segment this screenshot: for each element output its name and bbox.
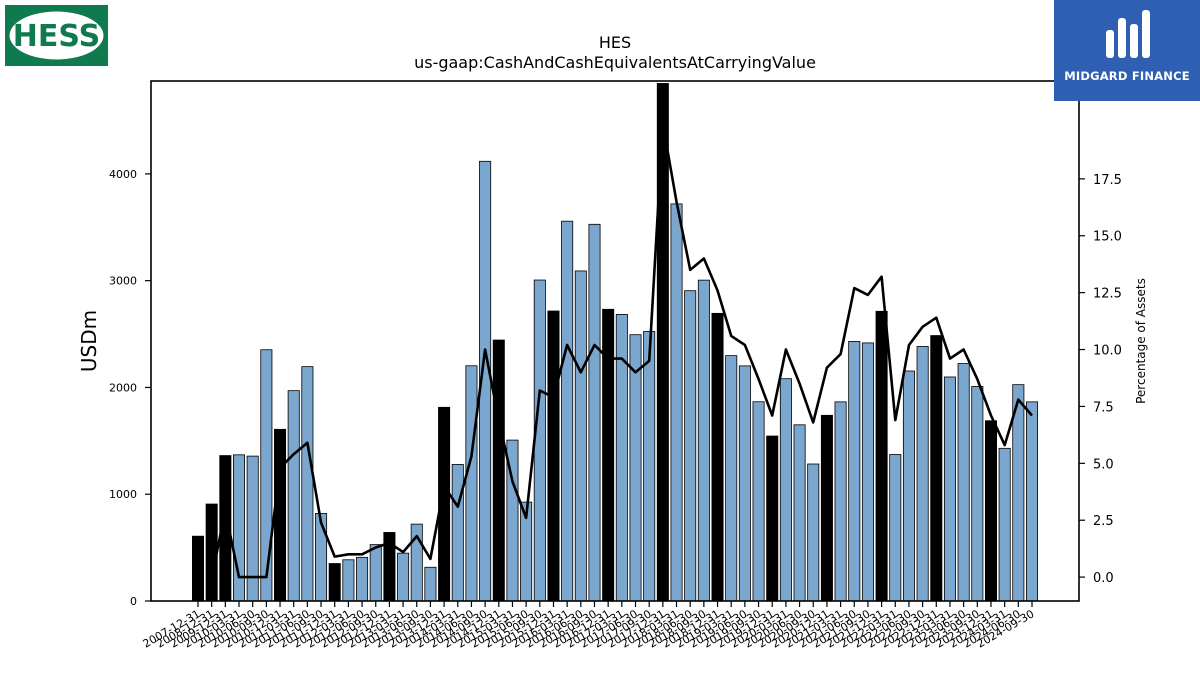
bar <box>902 370 915 602</box>
bar <box>328 563 341 602</box>
bar <box>356 556 369 602</box>
bar <box>779 378 792 602</box>
y2-tick-label: 2.5 <box>1093 514 1114 529</box>
bar <box>807 463 820 602</box>
bar <box>315 513 328 602</box>
bar <box>643 331 656 602</box>
bar <box>397 552 410 602</box>
bar <box>533 279 546 602</box>
bar <box>656 83 669 602</box>
y-tick-label: 4000 <box>109 168 137 181</box>
chart-subtitle: us-gaap:CashAndCashEquivalentsAtCarrying… <box>414 53 816 72</box>
bar <box>711 312 724 602</box>
bar <box>725 355 738 602</box>
bar <box>301 366 314 602</box>
midgard-logo-mark-icon <box>1106 10 1150 58</box>
bar <box>369 544 382 602</box>
y2-tick-label: 0.0 <box>1093 571 1114 586</box>
chart-title: HES <box>598 33 632 52</box>
midgard-logo-text: MIDGARD FINANCE <box>1064 69 1190 83</box>
bar <box>998 447 1011 602</box>
bar <box>848 341 861 602</box>
bar <box>424 566 437 602</box>
bar <box>246 455 259 602</box>
bar <box>451 464 464 602</box>
bar <box>561 220 574 602</box>
y2-tick-label: 10.0 <box>1093 344 1122 359</box>
y-tick-label: 0 <box>130 595 137 608</box>
y2-tick-label: 7.5 <box>1093 400 1114 415</box>
hess-logo-text: HESS <box>13 19 100 54</box>
y-axis-label: USDm <box>77 310 101 372</box>
bar <box>492 339 505 602</box>
bar <box>943 376 956 602</box>
bar <box>916 346 929 602</box>
bar <box>752 401 765 602</box>
bar <box>629 334 642 602</box>
y-tick-label: 3000 <box>109 275 137 288</box>
bar <box>889 454 902 602</box>
plot-frame <box>150 80 1080 602</box>
bar <box>875 310 888 602</box>
bar <box>191 535 205 602</box>
bar <box>793 424 806 602</box>
y2-tick-label: 12.5 <box>1093 287 1122 302</box>
y-tick-label: 1000 <box>109 488 137 501</box>
y-tick-label: 2000 <box>109 381 137 394</box>
bar <box>834 401 847 602</box>
hess-logo: HESS <box>5 5 108 66</box>
bar <box>766 435 779 602</box>
percentage-series-line <box>210 122 1033 579</box>
bar <box>738 365 751 602</box>
midgard-finance-logo: MIDGARD FINANCE <box>1054 0 1200 101</box>
bar <box>684 290 697 602</box>
bar <box>547 310 560 602</box>
hess-logo-mark: HESS <box>9 11 104 60</box>
y2-axis-label: Percentage of Assets <box>1134 278 1148 404</box>
bar <box>260 349 273 602</box>
bar <box>861 342 874 602</box>
bar <box>287 390 300 602</box>
bar <box>465 365 478 602</box>
y2-tick-label: 5.0 <box>1093 457 1114 472</box>
bar <box>957 363 970 602</box>
bar <box>930 335 943 602</box>
bar <box>820 414 833 602</box>
bar <box>984 420 997 602</box>
bar <box>971 385 984 602</box>
bar <box>274 428 287 602</box>
bar <box>233 454 246 602</box>
bar <box>1025 401 1039 602</box>
bar <box>588 223 601 602</box>
bar <box>574 270 587 602</box>
bar <box>697 279 710 602</box>
bar <box>342 559 355 602</box>
bar <box>670 203 683 602</box>
y2-tick-label: 17.5 <box>1093 173 1122 188</box>
y2-tick-label: 15.0 <box>1093 230 1122 245</box>
